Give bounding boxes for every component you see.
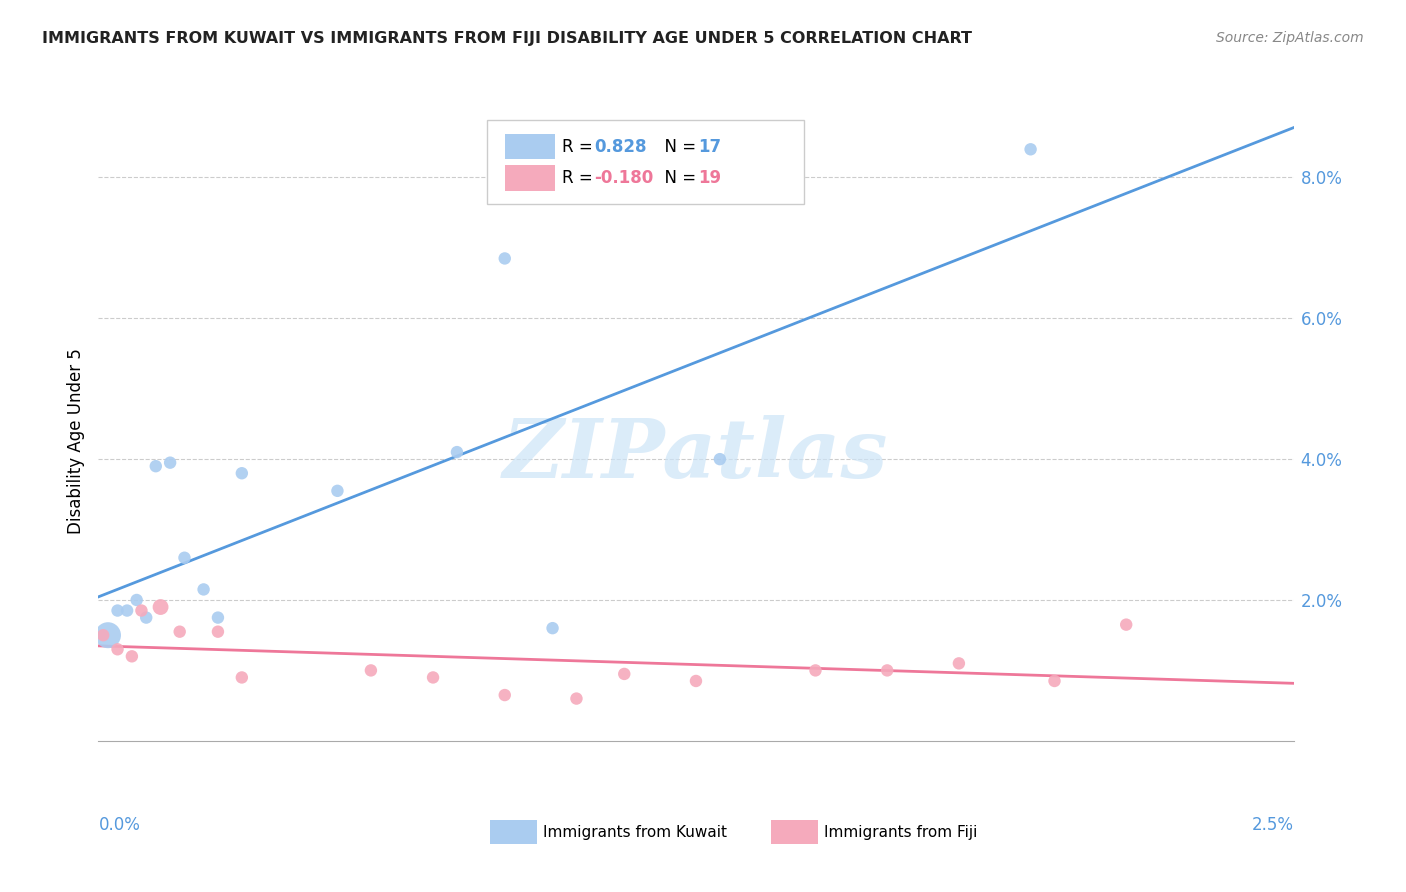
Text: N =: N =	[654, 169, 702, 187]
Point	[231, 467, 253, 481]
Point	[1115, 617, 1137, 632]
Point	[565, 691, 588, 706]
Point	[613, 667, 636, 681]
Point	[125, 593, 148, 607]
Point	[1043, 673, 1066, 688]
Text: Immigrants from Kuwait: Immigrants from Kuwait	[543, 825, 727, 840]
Text: Immigrants from Fiji: Immigrants from Fiji	[824, 825, 977, 840]
Point	[145, 459, 167, 474]
Point	[173, 550, 195, 565]
Text: 0.0%: 0.0%	[98, 816, 141, 834]
FancyBboxPatch shape	[505, 165, 555, 191]
Text: R =: R =	[562, 169, 598, 187]
Text: 0.828: 0.828	[595, 137, 647, 155]
Text: Source: ZipAtlas.com: Source: ZipAtlas.com	[1216, 31, 1364, 45]
Point	[422, 670, 444, 684]
Point	[91, 628, 114, 642]
Point	[326, 483, 349, 498]
Point	[169, 624, 191, 639]
Point	[115, 603, 138, 617]
Point	[876, 664, 898, 678]
Point	[446, 445, 468, 459]
Text: -0.180: -0.180	[595, 169, 654, 187]
FancyBboxPatch shape	[772, 821, 818, 844]
FancyBboxPatch shape	[505, 134, 555, 159]
Text: IMMIGRANTS FROM KUWAIT VS IMMIGRANTS FROM FIJI DISABILITY AGE UNDER 5 CORRELATIO: IMMIGRANTS FROM KUWAIT VS IMMIGRANTS FRO…	[42, 31, 972, 46]
Text: ZIPatlas: ZIPatlas	[503, 415, 889, 495]
Point	[494, 252, 516, 266]
Point	[193, 582, 215, 597]
Point	[149, 600, 172, 615]
Point	[207, 610, 229, 624]
Point	[685, 673, 707, 688]
Point	[107, 603, 129, 617]
Text: 19: 19	[699, 169, 721, 187]
Point	[541, 621, 564, 635]
Point	[107, 642, 129, 657]
Y-axis label: Disability Age Under 5: Disability Age Under 5	[66, 349, 84, 534]
Point	[159, 456, 181, 470]
Text: R =: R =	[562, 137, 598, 155]
Point	[231, 670, 253, 684]
Text: 2.5%: 2.5%	[1251, 816, 1294, 834]
Text: 17: 17	[699, 137, 721, 155]
Point	[709, 452, 731, 467]
Point	[1019, 142, 1042, 156]
Point	[135, 610, 157, 624]
Text: N =: N =	[654, 137, 702, 155]
Point	[121, 649, 143, 664]
Point	[131, 603, 153, 617]
Point	[948, 657, 970, 671]
Point	[494, 688, 516, 702]
Point	[207, 624, 229, 639]
FancyBboxPatch shape	[486, 120, 804, 204]
Point	[804, 664, 827, 678]
FancyBboxPatch shape	[491, 821, 537, 844]
Point	[360, 664, 382, 678]
Point	[97, 628, 120, 642]
